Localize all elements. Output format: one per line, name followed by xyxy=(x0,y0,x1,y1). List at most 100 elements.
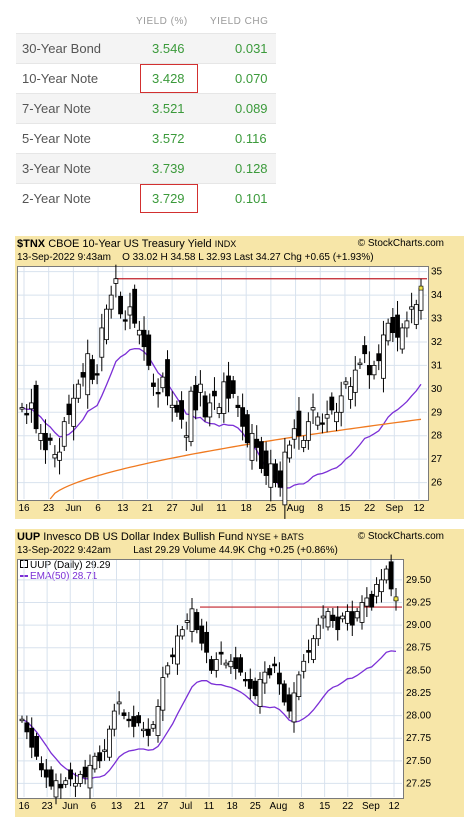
candle-body xyxy=(338,395,344,413)
x-tick-label: 8 xyxy=(317,503,323,514)
candle-body xyxy=(413,304,419,325)
candle-body xyxy=(291,428,297,440)
candle-body xyxy=(381,334,386,379)
y-tick-label: 29.50 xyxy=(406,575,431,586)
candle-body xyxy=(345,611,350,624)
candle-body xyxy=(216,407,222,414)
candle-body xyxy=(362,345,368,355)
tnx-symbol: $TNX xyxy=(17,238,46,250)
candle-body xyxy=(116,701,122,705)
y-tick-label: 29 xyxy=(431,407,443,418)
candle-body xyxy=(87,764,93,789)
candle-body xyxy=(151,382,156,387)
candle-body xyxy=(301,660,307,672)
candle-body xyxy=(315,624,321,640)
row-chg: 0.101 xyxy=(235,191,268,206)
candle-body xyxy=(145,728,151,736)
x-tick-label: 6 xyxy=(95,503,101,514)
row-chg: 0.070 xyxy=(235,71,268,86)
tnx-exchange: INDX xyxy=(214,239,237,249)
x-tick-label: Jul xyxy=(190,503,203,514)
row-name: 3-Year Note xyxy=(22,161,91,176)
candle-body xyxy=(204,631,209,653)
candle-body xyxy=(188,390,194,442)
last-candle xyxy=(393,596,399,602)
header-yield-chg: YIELD CHG xyxy=(210,16,269,27)
row-chg: 0.031 xyxy=(235,41,268,56)
candle-body xyxy=(399,327,405,350)
y-tick-label: 33 xyxy=(431,314,443,325)
candle-body xyxy=(108,294,114,310)
candle-body xyxy=(66,403,72,416)
candle-body xyxy=(348,386,353,400)
last-candle xyxy=(418,285,424,291)
row-name: 7-Year Note xyxy=(22,101,91,116)
candle-body xyxy=(141,329,147,348)
candle-body xyxy=(136,329,142,336)
candle-body xyxy=(179,400,185,420)
tnx-svg: 26 27 28 29 30 31 32 33 34 35 16 23 Jun 6 13 21 27 Jul 11 1… xyxy=(18,264,443,519)
header-yield: YIELD (%) xyxy=(136,16,188,27)
candle-body xyxy=(132,288,138,324)
candle-body xyxy=(97,752,103,762)
candle-body xyxy=(301,440,307,448)
candle-body xyxy=(19,407,25,410)
candle-body xyxy=(53,780,59,798)
candle-body xyxy=(230,380,236,394)
uup-plot-area xyxy=(17,559,404,799)
x-tick-label: 25 xyxy=(265,503,277,514)
y-tick-label: 27.75 xyxy=(406,733,431,744)
row-yield: 3.428 xyxy=(152,71,185,86)
candle-body xyxy=(136,715,141,724)
candle-body xyxy=(107,728,112,758)
candle-body xyxy=(170,654,175,658)
candle-body xyxy=(146,334,152,366)
candle-body xyxy=(209,659,214,671)
uup-date: 13-Sep-2022 9:42am xyxy=(17,545,111,556)
candle-body xyxy=(395,314,400,338)
candle-body xyxy=(282,451,288,506)
candle-body xyxy=(252,680,258,697)
candle-body xyxy=(194,612,200,631)
candle-body xyxy=(287,444,292,459)
row-name: 30-Year Bond xyxy=(22,41,102,56)
candle-body xyxy=(335,616,341,631)
candle-body xyxy=(82,766,88,778)
candle-body xyxy=(92,755,98,770)
candle-body xyxy=(263,450,269,476)
row-name: 2-Year Note xyxy=(22,191,91,206)
x-tick-label: 15 xyxy=(319,801,331,812)
x-tick-label: 18 xyxy=(227,801,239,812)
candle-body xyxy=(330,614,336,622)
candle-body xyxy=(277,470,283,488)
table-row: 30-Year Bond 3.546 0.031 xyxy=(16,33,276,63)
candle-body xyxy=(277,672,282,685)
x-tick-label: Aug xyxy=(287,503,305,514)
x-tick-label: Aug xyxy=(269,801,287,812)
x-tick-label: 21 xyxy=(134,801,146,812)
y-tick-label: 28.50 xyxy=(406,665,431,676)
candle-body xyxy=(247,679,253,689)
candle-body xyxy=(207,402,213,418)
candle-body xyxy=(39,763,44,771)
y-tick-label: 28.00 xyxy=(406,711,431,722)
candle-body xyxy=(33,384,39,430)
y-tick-label: 34 xyxy=(431,290,443,301)
candle-body xyxy=(165,359,170,397)
x-tick-label: 16 xyxy=(18,503,30,514)
x-tick-label: 22 xyxy=(364,503,376,514)
candle-body xyxy=(329,396,335,411)
candle-body xyxy=(24,413,30,416)
candle-body xyxy=(218,651,224,655)
y-tick-label: 26 xyxy=(431,478,443,489)
candle-body xyxy=(28,402,34,410)
x-tick-label: 27 xyxy=(157,801,169,812)
candle-body xyxy=(43,432,48,451)
candle-body xyxy=(364,597,370,607)
candle-body xyxy=(221,381,227,414)
candle-body xyxy=(296,410,302,437)
row-chg: 0.128 xyxy=(235,161,268,176)
y-tick-label: 31 xyxy=(431,360,443,371)
candle-body xyxy=(199,625,205,644)
tnx-desc: CBOE 10-Year US Treasury Yield xyxy=(48,238,212,250)
